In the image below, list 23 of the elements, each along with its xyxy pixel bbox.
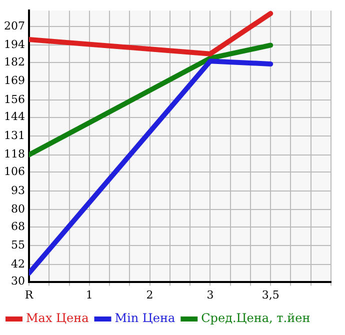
y-tick-label: 182 bbox=[4, 55, 25, 68]
legend-label: Max Цена bbox=[26, 311, 89, 326]
legend-label: Min Цена bbox=[114, 311, 176, 326]
legend-label: Сред.Цена, т.йен bbox=[201, 311, 310, 326]
y-tick-label: 68 bbox=[10, 220, 25, 233]
y-tick-label: 169 bbox=[4, 74, 25, 88]
y-tick-label: 42 bbox=[10, 257, 25, 270]
x-tick-label: 2 bbox=[146, 288, 154, 302]
y-tick-label: 194 bbox=[4, 38, 25, 52]
y-tick-label: 207 bbox=[4, 19, 25, 32]
y-tick-label: 30 bbox=[10, 274, 25, 288]
x-tick-label: R bbox=[24, 288, 34, 302]
y-tick-label: 93 bbox=[10, 184, 25, 197]
y-tick-label: 156 bbox=[4, 92, 25, 106]
x-tick-label: 3,5 bbox=[262, 288, 280, 302]
y-tick-label: 55 bbox=[10, 238, 25, 252]
x-tick-label: 3 bbox=[206, 288, 214, 302]
y-tick-label: 144 bbox=[4, 110, 25, 124]
y-tick-label: 80 bbox=[10, 202, 25, 216]
y-tick-label: 106 bbox=[4, 165, 25, 178]
y-tick-label: 131 bbox=[4, 128, 25, 142]
x-tick-label: 1 bbox=[86, 288, 93, 302]
y-tick-label: 118 bbox=[4, 148, 25, 161]
